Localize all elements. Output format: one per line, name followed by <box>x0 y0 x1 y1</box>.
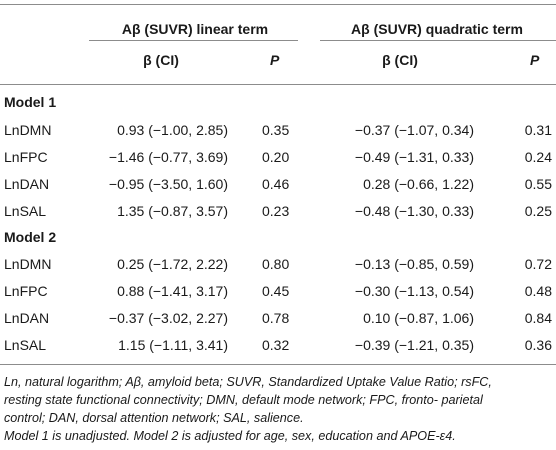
beta-quadratic-cell: −0.13 (−0.85, 0.59) <box>354 256 474 272</box>
row-label: LnFPC <box>4 283 48 299</box>
beta-linear-cell: −1.46 (−0.77, 3.69) <box>108 149 228 165</box>
p-quadratic-cell: 0.25 <box>524 203 552 219</box>
p-quadratic-cell: 0.36 <box>524 337 552 353</box>
row-label: LnDAN <box>4 176 50 192</box>
p-linear-cell: 0.23 <box>262 203 290 219</box>
beta-linear-cell: 1.15 (−1.11, 3.41) <box>118 337 228 353</box>
p-linear-cell: 0.46 <box>262 176 290 192</box>
row-label: LnFPC <box>4 149 48 165</box>
table-bottom-rule <box>0 364 556 365</box>
p-quadratic-cell: 0.24 <box>524 149 552 165</box>
beta-quadratic-cell: −0.37 (−1.07, 0.34) <box>354 122 474 138</box>
p-quadratic-cell: 0.55 <box>524 176 552 192</box>
header-bottom-rule <box>0 84 556 85</box>
row-label: LnSAL <box>4 337 47 353</box>
row-label: LnSAL <box>4 203 47 219</box>
p-linear-cell: 0.32 <box>262 337 290 353</box>
beta-quadratic-cell: 0.28 (−0.66, 1.22) <box>363 176 474 192</box>
p-linear-cell: 0.20 <box>262 149 290 165</box>
col-header-p-linear: P <box>270 52 280 68</box>
group-header-linear: Aβ (SUVR) linear term <box>121 21 269 37</box>
footnote-line-3: control; DAN, dorsal attention network; … <box>4 411 304 425</box>
row-label: LnDAN <box>4 310 50 326</box>
p-linear-cell: 0.78 <box>262 310 290 326</box>
beta-linear-cell: 1.35 (−0.87, 3.57) <box>117 203 228 219</box>
footnote-line-1: Ln, natural logarithm; Aβ, amyloid beta;… <box>4 375 492 389</box>
section-title-model-2: Model 2 <box>4 229 57 245</box>
p-linear-cell: 0.35 <box>262 122 290 138</box>
beta-quadratic-cell: −0.48 (−1.30, 0.33) <box>354 203 474 219</box>
footnote-line-4: Model 1 is unadjusted. Model 2 is adjust… <box>4 429 456 443</box>
p-linear-cell: 0.45 <box>262 283 290 299</box>
group-underline-linear <box>89 40 298 41</box>
beta-linear-cell: 0.88 (−1.41, 3.17) <box>117 283 228 299</box>
beta-quadratic-cell: −0.30 (−1.13, 0.54) <box>354 283 474 299</box>
beta-quadratic-cell: −0.49 (−1.31, 0.33) <box>354 149 474 165</box>
col-header-p-quadratic: P <box>530 52 540 68</box>
beta-linear-cell: 0.93 (−1.00, 2.85) <box>117 122 228 138</box>
p-linear-cell: 0.80 <box>262 256 290 272</box>
beta-linear-cell: −0.95 (−3.50, 1.60) <box>108 176 228 192</box>
p-quadratic-cell: 0.72 <box>524 256 552 272</box>
beta-quadratic-cell: −0.39 (−1.21, 0.35) <box>354 337 474 353</box>
col-header-beta-linear: β (CI) <box>143 52 179 68</box>
group-header-quadratic: Aβ (SUVR) quadratic term <box>351 21 523 37</box>
group-underline-quadratic <box>320 40 556 41</box>
beta-quadratic-cell: 0.10 (−0.87, 1.06) <box>363 310 474 326</box>
p-quadratic-cell: 0.48 <box>524 283 552 299</box>
beta-linear-cell: −0.37 (−3.02, 2.27) <box>108 310 228 326</box>
beta-linear-cell: 0.25 (−1.72, 2.22) <box>117 256 228 272</box>
table-top-rule <box>0 4 556 5</box>
p-quadratic-cell: 0.84 <box>524 310 552 326</box>
p-quadratic-cell: 0.31 <box>524 122 552 138</box>
footnote-line-2: resting state functional connectivity; D… <box>4 393 483 407</box>
section-title-model-1: Model 1 <box>4 94 57 110</box>
row-label: LnDMN <box>4 122 52 138</box>
col-header-beta-quadratic: β (CI) <box>382 52 418 68</box>
row-label: LnDMN <box>4 256 52 272</box>
